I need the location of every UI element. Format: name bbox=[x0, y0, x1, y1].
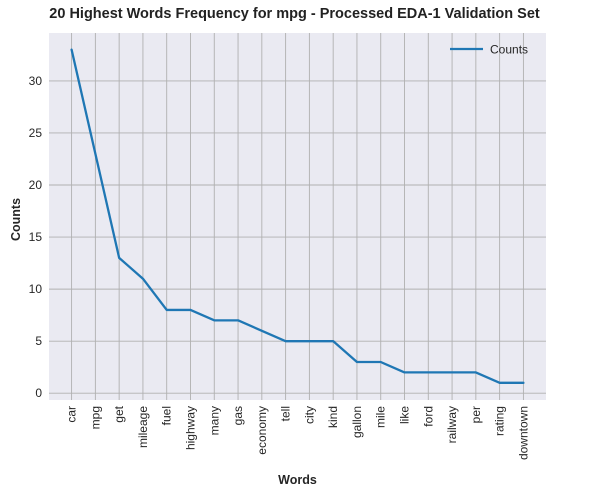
y-tick-label: 0 bbox=[35, 386, 42, 400]
y-tick-label: 15 bbox=[29, 230, 43, 244]
x-tick-label: highway bbox=[183, 406, 197, 450]
plot-area bbox=[49, 33, 546, 400]
series-line bbox=[70, 48, 525, 384]
x-tick-label: mileage bbox=[136, 406, 150, 448]
x-tick-label: economy bbox=[255, 406, 269, 455]
x-tick-label: mile bbox=[374, 406, 388, 428]
y-axis-label: Counts bbox=[9, 198, 23, 241]
x-tick-label: per bbox=[469, 406, 483, 423]
series-layer bbox=[70, 48, 525, 384]
y-axis-ticks: 0 5 10 15 20 25 30 bbox=[29, 74, 43, 400]
x-tick-label: rating bbox=[493, 406, 507, 436]
y-tick-label: 5 bbox=[35, 334, 42, 348]
grid bbox=[49, 33, 546, 400]
x-tick-label: tell bbox=[279, 406, 293, 421]
x-tick-label: railway bbox=[445, 406, 459, 443]
y-tick-label: 30 bbox=[29, 74, 43, 88]
x-axis-label: Words bbox=[278, 473, 317, 487]
x-tick-label: mpg bbox=[88, 406, 102, 429]
chart-title: 20 Highest Words Frequency for mpg - Pro… bbox=[49, 6, 540, 22]
x-tick-label: get bbox=[112, 405, 126, 422]
y-tick-label: 10 bbox=[29, 282, 43, 296]
x-tick-label: like bbox=[398, 406, 412, 424]
x-axis-ticks: car mpg get mileage fuel highway many gas econom… bbox=[65, 405, 531, 460]
x-tick-label: car bbox=[65, 406, 79, 423]
y-tick-label: 20 bbox=[29, 178, 43, 192]
legend: Counts bbox=[450, 43, 528, 57]
x-tick-label: downtown bbox=[516, 406, 530, 460]
x-tick-label: fuel bbox=[160, 406, 174, 425]
x-tick-label: ford bbox=[421, 406, 435, 427]
x-tick-label: gallon bbox=[350, 406, 364, 438]
x-tick-label: many bbox=[207, 406, 221, 435]
y-tick-label: 25 bbox=[29, 126, 43, 140]
x-tick-label: gas bbox=[231, 406, 245, 425]
legend-label: Counts bbox=[490, 43, 528, 57]
x-tick-label: city bbox=[302, 406, 316, 424]
x-tick-label: kind bbox=[326, 406, 340, 428]
